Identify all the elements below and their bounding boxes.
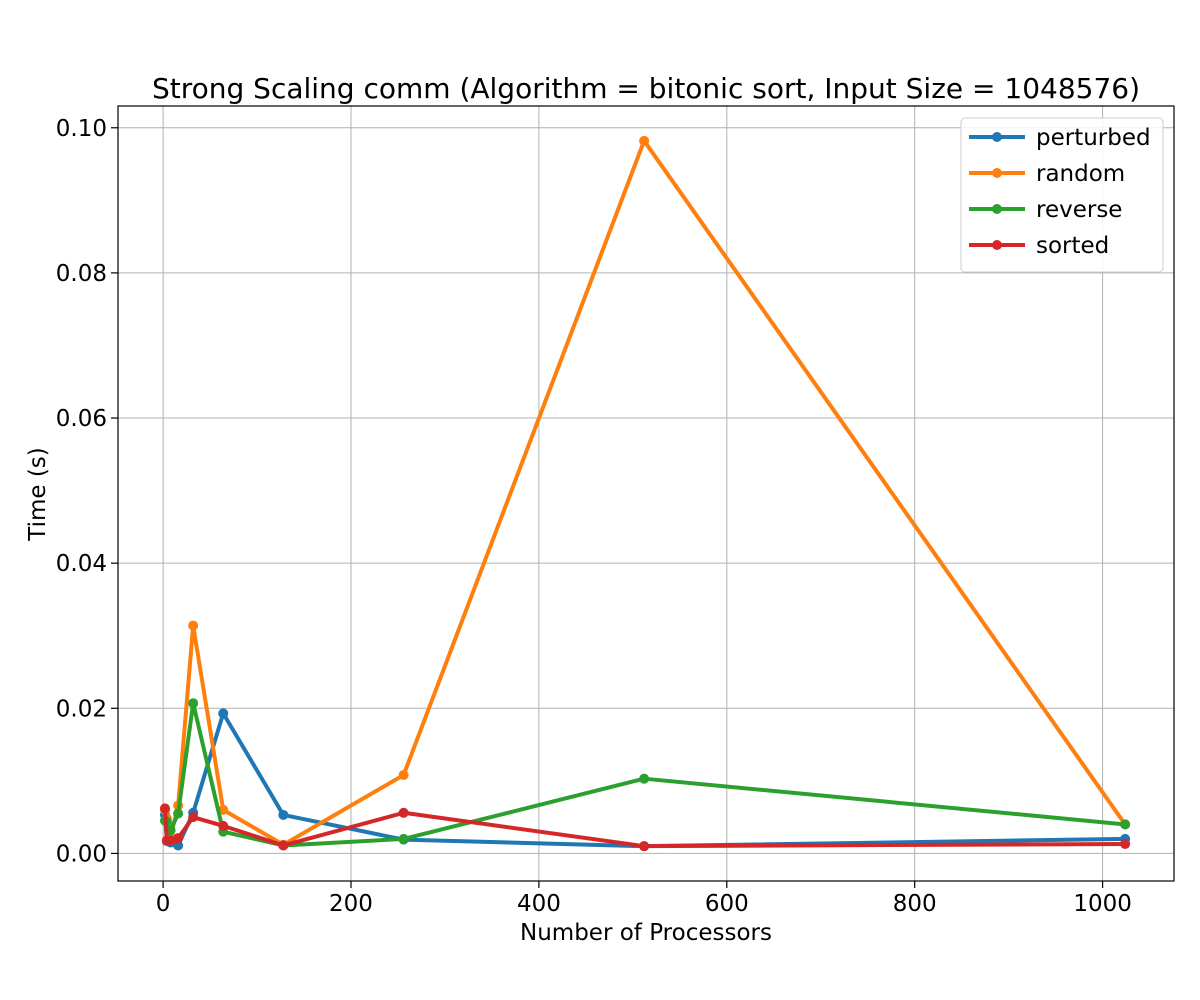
data-point-sorted bbox=[639, 841, 650, 852]
legend-marker bbox=[992, 240, 1002, 250]
data-point-reverse bbox=[188, 698, 199, 709]
data-point-sorted bbox=[1120, 838, 1131, 849]
y-tick-label: 0.04 bbox=[56, 551, 107, 577]
x-tick-label: 0 bbox=[156, 891, 171, 917]
data-point-sorted bbox=[165, 835, 176, 846]
data-point-perturbed bbox=[173, 840, 184, 851]
data-point-sorted bbox=[173, 833, 184, 844]
series-sorted bbox=[159, 803, 1131, 852]
data-point-sorted bbox=[218, 820, 229, 831]
data-point-random bbox=[188, 620, 199, 631]
x-tick-label: 600 bbox=[705, 891, 749, 917]
y-tick-label: 0.08 bbox=[56, 261, 107, 287]
legend-marker bbox=[992, 204, 1002, 214]
legend-item-sorted: sorted bbox=[969, 233, 1109, 259]
data-point-reverse bbox=[398, 833, 409, 844]
data-point-random bbox=[398, 770, 409, 781]
data-point-sorted bbox=[159, 803, 170, 814]
x-tick-label: 800 bbox=[893, 891, 937, 917]
y-tick-label: 0.02 bbox=[56, 696, 107, 722]
legend: perturbed random reverse sorted bbox=[960, 117, 1164, 273]
data-point-reverse bbox=[639, 773, 650, 784]
data-point-perturbed bbox=[218, 708, 229, 719]
legend-item-random: random bbox=[969, 161, 1125, 187]
legend-label: sorted bbox=[1036, 233, 1109, 259]
y-tick-label: 0.06 bbox=[56, 406, 107, 432]
legend-label: random bbox=[1036, 161, 1125, 187]
chart-title: Strong Scaling comm (Algorithm = bitonic… bbox=[152, 72, 1140, 105]
x-tick-label: 200 bbox=[329, 891, 373, 917]
data-point-random bbox=[639, 135, 650, 146]
y-tick-label: 0.00 bbox=[56, 841, 107, 867]
legend-item-perturbed: perturbed bbox=[969, 125, 1151, 151]
y-axis-label: Time (s) bbox=[25, 447, 51, 542]
axis-ticks: 0 200 400 600 800 1000 0.00 0.02 0.04 0.06 0.08 0.1… bbox=[56, 116, 1132, 917]
series-reverse bbox=[159, 698, 1131, 851]
legend-label: perturbed bbox=[1036, 125, 1151, 151]
data-point-perturbed bbox=[278, 809, 289, 820]
series-layer bbox=[159, 135, 1131, 852]
data-point-reverse bbox=[1120, 819, 1131, 830]
data-point-sorted bbox=[278, 840, 289, 851]
legend-marker bbox=[992, 168, 1002, 178]
legend-box bbox=[960, 117, 1164, 273]
plot-frame bbox=[117, 105, 1175, 882]
legend-item-reverse: reverse bbox=[969, 197, 1122, 223]
x-tick-label: 400 bbox=[517, 891, 561, 917]
x-axis-label: Number of Processors bbox=[520, 920, 772, 946]
y-tick-label: 0.10 bbox=[56, 116, 107, 142]
data-point-reverse bbox=[173, 808, 184, 819]
legend-label: reverse bbox=[1036, 197, 1122, 223]
data-point-sorted bbox=[188, 812, 199, 823]
x-tick-label: 1000 bbox=[1073, 891, 1132, 917]
legend-marker bbox=[992, 132, 1002, 142]
data-point-sorted bbox=[398, 807, 409, 818]
